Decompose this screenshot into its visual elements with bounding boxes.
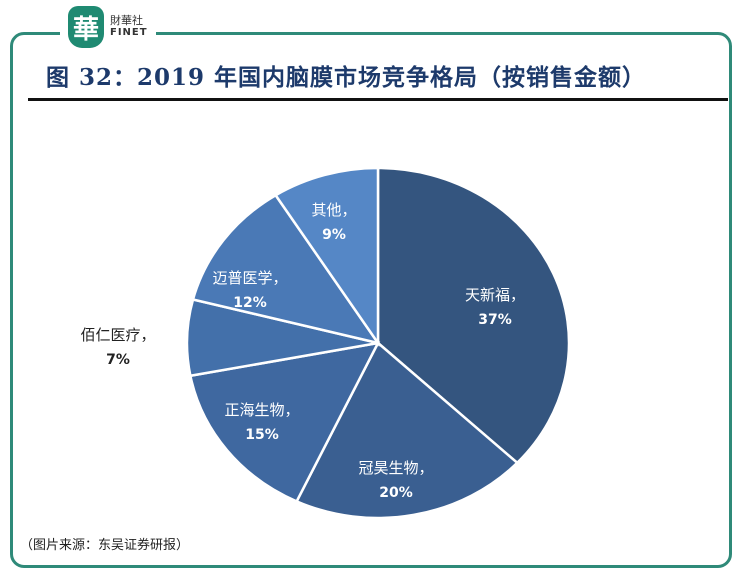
slice-label: 其他， [311, 201, 356, 219]
title-divider [28, 98, 728, 101]
chart-frame [10, 32, 732, 568]
logo-en: FINET [110, 27, 148, 38]
pie-slice [191, 193, 381, 345]
logo-cn: 財華社 [110, 14, 143, 27]
slice-percent: 9% [322, 227, 346, 243]
pie-slice [376, 166, 571, 465]
source-note: （图片来源：东吴证券研报） [20, 538, 190, 553]
slice-label: 迈普医学， [212, 269, 287, 287]
pie-slice [294, 341, 520, 520]
logo: 華 財華社 FINET [60, 4, 156, 50]
slice-percent: 12% [233, 295, 267, 311]
pie-slice [273, 166, 380, 347]
slice-label: 天新福， [465, 286, 525, 304]
slice-label: 佰仁医疗， [80, 326, 155, 344]
slice-label: 冠昊生物， [358, 459, 433, 477]
chart-title: 图 32：2019 年国内脑膜市场竞争格局（按销售金额） [46, 64, 647, 91]
slice-percent: 37% [478, 312, 512, 328]
slice-percent: 20% [379, 485, 413, 501]
slice-percent: 7% [106, 352, 130, 368]
slice-percent: 15% [245, 427, 279, 443]
pie-slice [188, 341, 381, 503]
logo-badge: 華 [68, 6, 104, 48]
slice-label: 正海生物， [224, 401, 299, 419]
